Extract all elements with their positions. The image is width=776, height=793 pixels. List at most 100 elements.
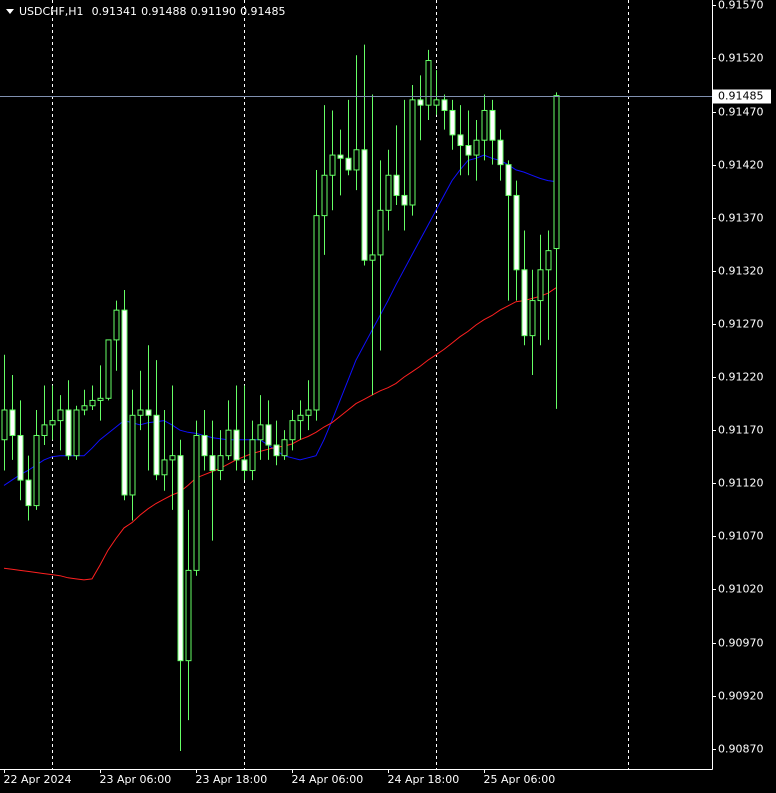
y-tick-label: 0.91270: [718, 318, 764, 331]
candle-body: [257, 424, 264, 441]
candle-body: [337, 154, 344, 159]
y-tick-label: 0.91470: [718, 106, 764, 119]
candle-body: [393, 174, 400, 196]
candle-body: [217, 455, 224, 472]
candle-body: [465, 145, 472, 156]
candle-body: [129, 414, 136, 496]
candle-body: [169, 455, 176, 461]
x-tick-label: 24 Apr 18:00: [388, 773, 460, 786]
candle-body: [177, 455, 184, 662]
candle-body: [361, 149, 368, 261]
x-tick-label: 23 Apr 18:00: [196, 773, 268, 786]
candle-layer: [1, 44, 560, 751]
candle-body: [73, 409, 80, 457]
candle-body: [409, 99, 416, 206]
candle-body: [497, 139, 504, 166]
moving-average-line: [3, 287, 557, 581]
candle-body: [289, 420, 296, 441]
candle-body: [537, 269, 544, 302]
candle-body: [305, 409, 312, 416]
y-tick-label: 0.90970: [718, 637, 764, 650]
candle-body: [505, 164, 512, 196]
candle-body: [193, 434, 200, 571]
candle-body: [153, 414, 160, 476]
candle-body: [121, 309, 128, 496]
candle-body: [145, 409, 152, 416]
candle-body: [345, 157, 352, 171]
candle-body: [553, 95, 560, 250]
candle-body: [425, 60, 432, 106]
low-label: 0.91190: [191, 5, 237, 18]
current-price-box: [713, 89, 771, 104]
candle-body: [281, 439, 288, 457]
y-tick-label: 0.91020: [718, 583, 764, 596]
candle-body: [105, 339, 112, 399]
grid-layer: [52, 0, 629, 769]
candle-body: [417, 99, 424, 106]
header-text: USDCHF,H1 0.91341 0.91488 0.91190 0.91485: [19, 5, 286, 18]
moving-average-line: [3, 154, 557, 486]
candle-body: [33, 434, 40, 507]
candle-body: [161, 459, 168, 476]
candle-body: [41, 424, 48, 436]
candle-body: [137, 409, 144, 416]
candle-body: [529, 300, 536, 337]
x-tick-label: 24 Apr 06:00: [292, 773, 364, 786]
y-tick-label: 0.91370: [718, 212, 764, 225]
candle-body: [185, 569, 192, 662]
candle-body: [369, 254, 376, 261]
y-tick-label: 0.91420: [718, 159, 764, 172]
x-tick-label: 22 Apr 2024: [4, 773, 72, 786]
candle-body: [225, 429, 232, 457]
y-tick-label: 0.91570: [718, 0, 764, 12]
candle-body: [449, 109, 456, 136]
y-tick-label: 0.91170: [718, 424, 764, 437]
candle-body: [521, 269, 528, 337]
y-tick-label: 0.91520: [718, 52, 764, 65]
candle-body: [25, 479, 32, 507]
ma-layer: [3, 154, 557, 581]
symbol: USDCHF,H1: [19, 5, 84, 18]
current-price-label: 0.91485: [718, 90, 764, 103]
candle-body: [377, 209, 384, 256]
candle-body: [297, 414, 304, 422]
candle-body: [401, 194, 408, 206]
candle-body: [545, 250, 552, 271]
candle-body: [457, 134, 464, 147]
candle-body: [233, 429, 240, 461]
candle-body: [353, 149, 360, 171]
y-tick-label: 0.91070: [718, 530, 764, 543]
candle-body: [57, 409, 64, 422]
candle-body: [97, 397, 104, 401]
candle-body: [433, 99, 440, 106]
candle-body: [1, 409, 8, 441]
candle-body: [89, 399, 96, 407]
x-tick-label: 25 Apr 06:00: [484, 773, 556, 786]
candle-body: [441, 99, 448, 111]
candle-body: [113, 309, 120, 341]
x-tick-label: 23 Apr 06:00: [100, 773, 172, 786]
high-label: 0.91488: [141, 5, 187, 18]
candle-body: [249, 439, 256, 472]
candle-body: [329, 154, 336, 176]
y-tick-label: 0.90920: [718, 690, 764, 703]
header-triangle: [6, 9, 14, 14]
candle-body: [81, 405, 88, 411]
candle-body: [209, 455, 216, 472]
candle-body: [49, 420, 56, 426]
chart-header: USDCHF,H1 0.91341 0.91488 0.91190 0.91485: [6, 5, 286, 18]
candle-body: [385, 174, 392, 211]
candle-body: [473, 139, 480, 156]
candle-body: [321, 174, 328, 217]
y-tick-label: 0.91320: [718, 265, 764, 278]
candle-body: [65, 409, 72, 457]
candle-body: [9, 409, 16, 436]
candle-body: [489, 109, 496, 141]
y-tick-label: 0.90870: [718, 743, 764, 756]
candle-body: [313, 215, 320, 411]
open-label: 0.91341: [92, 5, 138, 18]
y-tick-label: 0.91220: [718, 371, 764, 384]
